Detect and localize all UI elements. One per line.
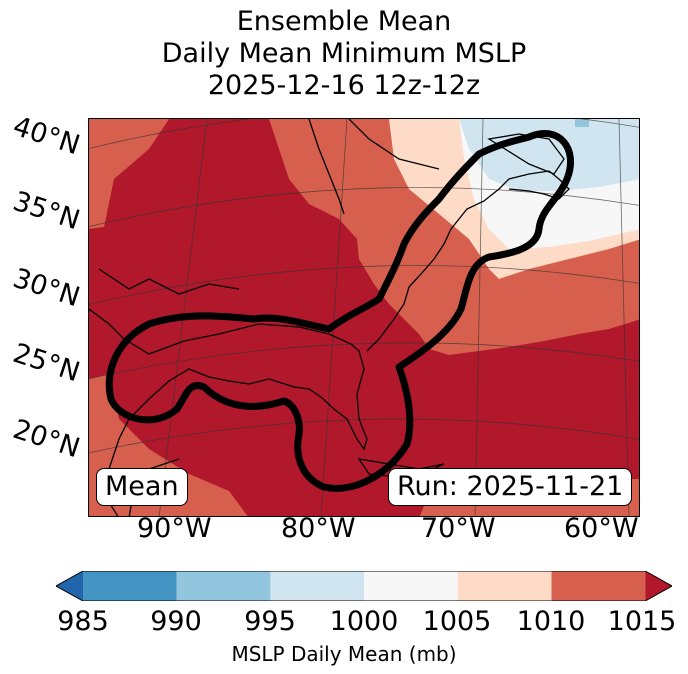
lat-label-30: 30°N — [9, 262, 84, 314]
colorbar-tick-1000: 1000 — [329, 606, 399, 637]
run-date-label: Run: 2025-11-21 — [388, 468, 633, 506]
lon-label-90w: 90°W — [137, 513, 212, 544]
colorbar-995-1000 — [270, 571, 365, 601]
field-990-995 — [575, 119, 589, 127]
lon-label-80w: 80°W — [281, 513, 356, 544]
lat-label-25: 25°N — [9, 337, 84, 389]
lat-label-20: 20°N — [9, 413, 84, 465]
colorbar-tick-985: 985 — [57, 606, 109, 637]
field-1015-plus-west — [119, 119, 289, 209]
lat-label-40: 40°N — [9, 110, 84, 162]
low-pressure-contour — [105, 130, 575, 492]
colorbar-over-arrow — [645, 571, 672, 601]
colorbar-990-995 — [176, 571, 271, 601]
colorbar-tick-990: 990 — [150, 606, 202, 637]
mean-label: Mean — [96, 468, 188, 506]
map-svg — [89, 119, 639, 516]
colorbar — [56, 571, 672, 601]
colorbar-1010-1015 — [551, 571, 646, 601]
field-1010-1015-west — [89, 119, 169, 229]
colorbar-985-990 — [83, 571, 177, 601]
title-line-3: 2025-12-16 12z-12z — [207, 70, 481, 101]
colorbar-under-arrow — [56, 571, 83, 601]
title-line-1: Ensemble Mean — [236, 6, 452, 37]
lon-label-70w: 70°W — [421, 513, 496, 544]
colorbar-tick-1005: 1005 — [422, 606, 492, 637]
map-panel — [88, 118, 640, 517]
lon-label-60w: 60°W — [564, 513, 639, 544]
title-line-2: Daily Mean Minimum MSLP — [161, 38, 527, 69]
colorbar-tick-995: 995 — [244, 606, 296, 637]
colorbar-title: MSLP Daily Mean (mb) — [231, 642, 457, 666]
colorbar-1000-1005 — [364, 571, 458, 601]
colorbar-tick-1015: 1015 — [607, 606, 677, 637]
colorbar-1005-1010 — [457, 571, 552, 601]
colorbar-tick-1010: 1010 — [516, 606, 586, 637]
lat-label-35: 35°N — [9, 185, 84, 237]
